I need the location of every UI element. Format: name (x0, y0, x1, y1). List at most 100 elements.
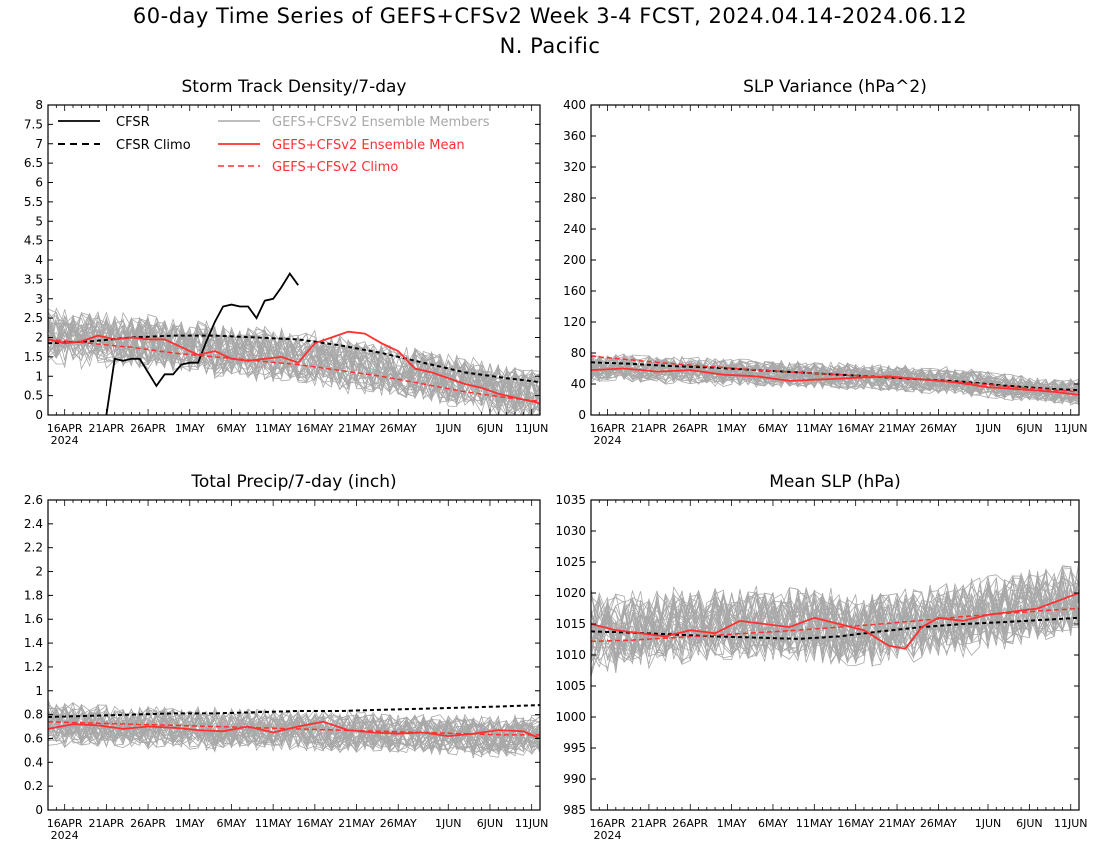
plot-area (48, 271, 540, 415)
x-tick-label: 16MAY (296, 422, 333, 435)
series-ens_mean-line (591, 367, 1079, 396)
y-tick-label: 985 (563, 803, 586, 817)
panel-title: Total Precip/7-day (inch) (190, 472, 396, 492)
series-model_climo-line (591, 607, 1079, 643)
x-tick-label: 1MAY (717, 422, 747, 435)
x-tick-label: 6JUN (1016, 817, 1043, 830)
y-tick-label: 3 (35, 292, 43, 306)
y-tick-label: 7 (35, 137, 43, 151)
x-tick-label: 6JUN (477, 422, 504, 435)
y-tick-label: 200 (563, 253, 586, 267)
y-tick-label: 1.8 (24, 588, 43, 602)
x-tick-label: 11JUN (1054, 422, 1088, 435)
x-tick-label: 11MAY (255, 817, 292, 830)
ensemble-member-line (591, 576, 1079, 665)
panel-title: SLP Variance (hPa^2) (743, 77, 927, 97)
y-tick-label: 0.6 (24, 731, 43, 745)
y-tick-label: 320 (563, 160, 586, 174)
chart-panel-1: Storm Track Density/7-day 0 0.5 1 1.5 2 2.5 3 3.… (24, 77, 549, 447)
x-tick-label: 6MAY (217, 422, 247, 435)
x-tick-label: 6MAY (758, 817, 788, 830)
y-tick-label: 1.4 (24, 636, 43, 650)
chart-panel-4: Mean SLP (hPa) 985 990 995 1000 1005 1010 1015 1… (555, 472, 1087, 842)
x-tick-label: 21MAY (879, 422, 916, 435)
y-tick-label: 1 (35, 684, 43, 698)
x-tick-label: 16MAY (837, 817, 874, 830)
y-tick-label: 0.2 (24, 779, 43, 793)
x-tick-label: 1MAY (175, 817, 205, 830)
legend-cfsr-climo-label: CFSR Climo (116, 138, 191, 153)
x-tick-label: 21APR (631, 817, 667, 830)
plot-frame (47, 499, 541, 811)
y-tick-label: 0.4 (24, 755, 43, 769)
ensemble-member-line (591, 565, 1079, 666)
ensemble-member-line (48, 701, 540, 753)
y-tick-label: 120 (563, 315, 586, 329)
x-year-label: 2024 (51, 829, 79, 842)
ensemble-member-line (48, 315, 540, 400)
x-tick-label: 16APR (590, 817, 626, 830)
x-tick-label: 21MAY (338, 817, 375, 830)
figure-title: 60-day Time Series of GEFS+CFSv2 Week 3-… (132, 4, 968, 28)
x-tick-label: 16APR (47, 817, 83, 830)
x-tick-label: 16MAY (296, 817, 333, 830)
y-tick-label: 1 (35, 369, 43, 383)
y-tick-label: 0.8 (24, 708, 43, 722)
x-tick-label: 11JUN (515, 817, 549, 830)
y-tick-label: 80 (571, 346, 586, 360)
x-tick-label: 1MAY (175, 422, 205, 435)
y-tick-label: 1035 (555, 493, 586, 507)
x-tick-label: 26MAY (920, 422, 957, 435)
x-tick-label: 21MAY (338, 422, 375, 435)
series-ens_mean-line (48, 720, 540, 740)
y-tick-label: 2.5 (24, 311, 43, 325)
series-model_climo-line (48, 721, 540, 736)
y-tick-label: 1.5 (24, 350, 43, 364)
x-year-label: 2024 (594, 829, 622, 842)
x-tick-label: 1JUN (975, 817, 1002, 830)
x-tick-label: 26MAY (920, 817, 957, 830)
figure-subtitle: N. Pacific (499, 34, 601, 58)
x-tick-label: 26MAY (380, 422, 417, 435)
y-tick-label: 0 (578, 408, 586, 422)
panel-title: Mean SLP (hPa) (769, 472, 901, 492)
legend: CFSR CFSR Climo GEFS+CFSv2 Ensemble Member… (58, 115, 490, 175)
y-tick-label: 5 (35, 214, 43, 228)
x-tick-label: 6MAY (217, 817, 247, 830)
y-tick-label: 360 (563, 129, 586, 143)
x-tick-label: 16APR (47, 422, 83, 435)
ensemble-member-line (591, 572, 1079, 677)
legend-model-climo-label: GEFS+CFSv2 Climo (272, 160, 398, 175)
plot-area (48, 700, 540, 759)
legend-cfsr-label: CFSR (116, 115, 150, 130)
ensemble-member-line (48, 705, 540, 755)
x-tick-label: 6MAY (758, 422, 788, 435)
panel-title: Storm Track Density/7-day (182, 77, 407, 97)
y-tick-label: 990 (563, 772, 586, 786)
x-tick-label: 21APR (631, 422, 667, 435)
series-cfsr_climo-line (48, 334, 540, 384)
y-tick-label: 2 (35, 565, 43, 579)
x-tick-label: 1MAY (717, 817, 747, 830)
y-tick-label: 3.5 (24, 272, 43, 286)
ensemble-member-line (48, 316, 540, 415)
ensemble-member-line (48, 318, 540, 414)
x-tick-label: 11MAY (796, 422, 833, 435)
ensemble-member-line (48, 316, 540, 415)
ensemble-member-line (591, 582, 1079, 669)
y-tick-label: 280 (563, 191, 586, 205)
ensemble-member-line (48, 320, 540, 415)
plot-area (591, 353, 1079, 406)
x-tick-label: 16MAY (837, 422, 874, 435)
ensemble-member-line (591, 358, 1079, 402)
y-tick-label: 400 (563, 98, 586, 112)
y-tick-label: 1.2 (24, 660, 43, 674)
y-tick-label: 8 (35, 98, 43, 112)
x-tick-label: 26APR (672, 817, 708, 830)
series-cfsr_climo-line (48, 704, 540, 718)
series-model_climo-line (591, 355, 1079, 393)
y-tick-label: 40 (571, 377, 586, 391)
y-tick-label: 160 (563, 284, 586, 298)
